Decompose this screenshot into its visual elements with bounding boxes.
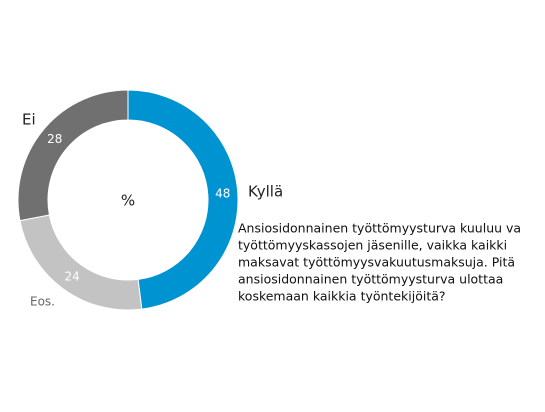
donut-segment xyxy=(127,89,239,310)
center-label: % xyxy=(121,192,135,210)
annotation-line: Ansiosidonnainen työttömyysturva kuuluu … xyxy=(238,221,521,236)
annotation-line: koskemaan kaikkia työntekijöitä? xyxy=(238,289,446,304)
category-label: Ei xyxy=(22,111,36,129)
annotation-line: maksavat työttömyysvakuutusmaksuja. Pitä xyxy=(238,255,515,270)
category-label: Kyllä xyxy=(248,183,283,201)
value-label: 28 xyxy=(47,132,62,146)
category-label: Eos. xyxy=(30,295,55,309)
annotation-line: työttömyyskassojen jäsenille, vaikka kai… xyxy=(238,238,507,253)
value-label: 48 xyxy=(215,187,230,201)
donut-segment xyxy=(17,89,129,222)
annotation-line: ansiosidonnainen työttömyysturva ulottaa xyxy=(238,272,503,287)
value-label: 24 xyxy=(65,269,80,283)
